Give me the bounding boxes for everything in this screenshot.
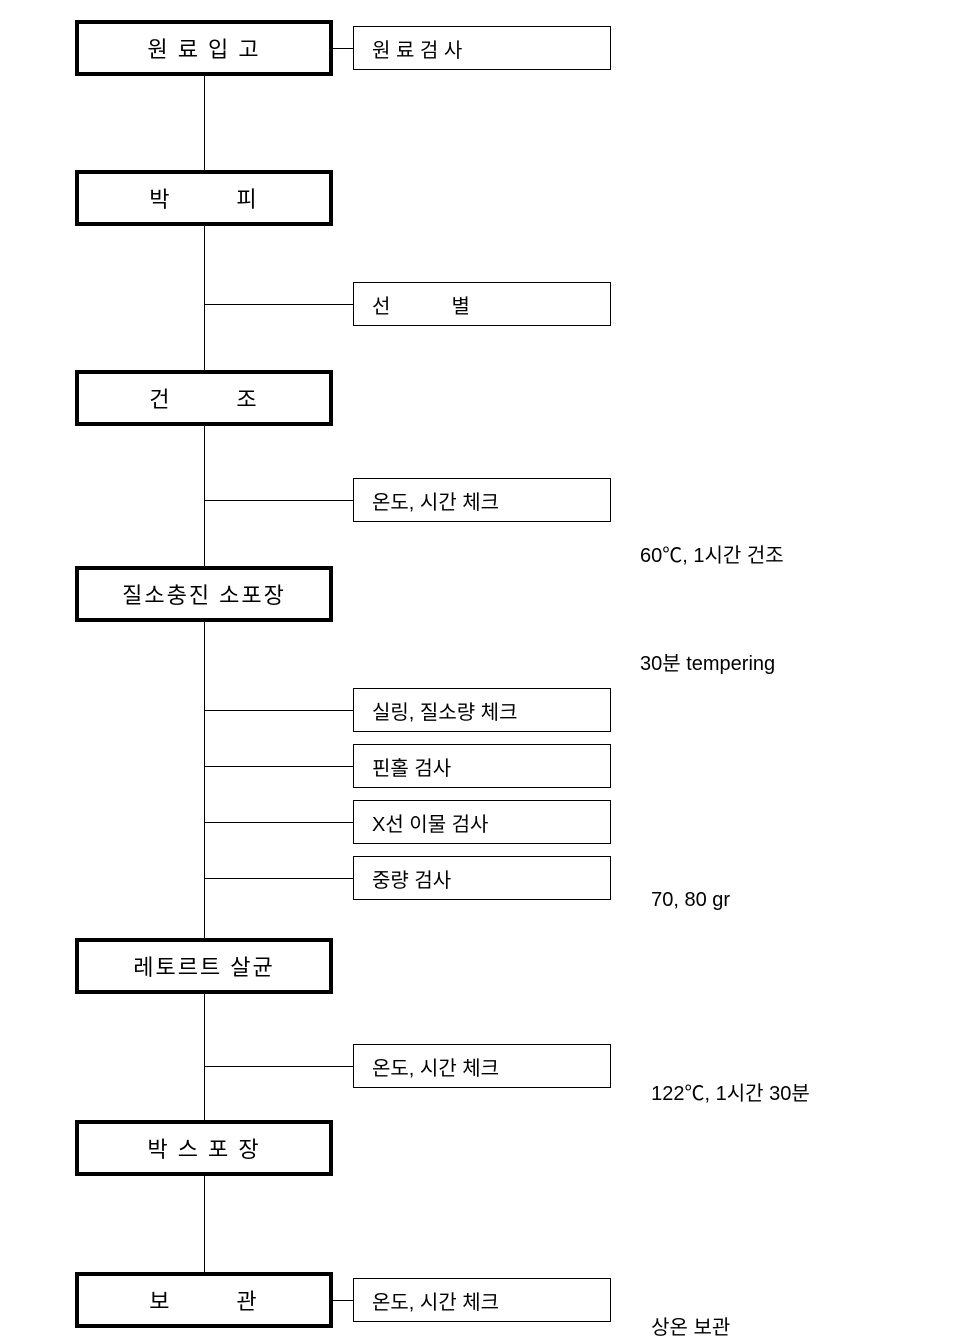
- note-2-line-1: 70, 80 gr: [651, 889, 730, 911]
- main-step-1: 원 료 입 고: [75, 20, 333, 76]
- note-3-line-1: 122℃, 1시간 30분: [651, 1083, 810, 1105]
- connector-4: [204, 710, 353, 711]
- main-step-3: 건 조: [75, 370, 333, 426]
- connector-7: [204, 878, 353, 879]
- connector-5: [204, 766, 353, 767]
- main-step-5: 레토르트 살균: [75, 938, 333, 994]
- side-step-9-label: 온도, 시간 체크: [372, 1286, 499, 1315]
- main-step-7: 보 관: [75, 1272, 333, 1328]
- side-step-2: 선 별: [353, 282, 611, 326]
- connector-8: [204, 1066, 353, 1067]
- side-step-8-label: 온도, 시간 체크: [372, 1052, 499, 1081]
- connector-1: [333, 48, 353, 49]
- main-step-1-label: 원 료 입 고: [147, 32, 260, 64]
- note-4: 상온 보관: [640, 1288, 730, 1340]
- main-step-4-label: 질소충진 소포장: [122, 578, 286, 610]
- main-step-5-label: 레토르트 살균: [133, 950, 275, 982]
- side-step-6: X선 이물 검사: [353, 800, 611, 844]
- side-step-7-label: 중량 검사: [372, 864, 451, 893]
- side-step-1-label: 원 료 검 사: [372, 34, 462, 63]
- side-step-7: 중량 검사: [353, 856, 611, 900]
- side-step-2-label: 선 별: [372, 290, 470, 319]
- note-1-line-1: 60℃, 1시간 건조: [640, 538, 784, 574]
- connector-9: [333, 1300, 353, 1301]
- main-step-3-label: 건 조: [149, 382, 258, 414]
- main-step-7-label: 보 관: [149, 1284, 258, 1316]
- side-step-3: 온도, 시간 체크: [353, 478, 611, 522]
- side-step-9: 온도, 시간 체크: [353, 1278, 611, 1322]
- note-1-line-2: 30분 tempering: [640, 646, 784, 682]
- side-step-6-label: X선 이물 검사: [372, 808, 488, 837]
- main-step-6-label: 박 스 포 장: [147, 1132, 260, 1164]
- main-step-6: 박 스 포 장: [75, 1120, 333, 1176]
- note-4-line-1: 상온 보관: [651, 1317, 730, 1339]
- note-3: 122℃, 1시간 30분: [640, 1054, 810, 1106]
- side-step-5-label: 핀홀 검사: [372, 752, 451, 781]
- connector-3: [204, 500, 353, 501]
- side-step-8: 온도, 시간 체크: [353, 1044, 611, 1088]
- main-vertical-connector: [204, 76, 205, 1272]
- side-step-3-label: 온도, 시간 체크: [372, 486, 499, 515]
- side-step-4-label: 실링, 질소량 체크: [372, 696, 517, 725]
- connector-2: [204, 304, 353, 305]
- side-step-5: 핀홀 검사: [353, 744, 611, 788]
- main-step-2-label: 박 피: [149, 182, 258, 214]
- side-step-1: 원 료 검 사: [353, 26, 611, 70]
- note-1: 60℃, 1시간 건조 30분 tempering: [640, 466, 784, 718]
- note-2: 70, 80 gr: [640, 866, 730, 912]
- side-step-4: 실링, 질소량 체크: [353, 688, 611, 732]
- connector-6: [204, 822, 353, 823]
- main-step-4: 질소충진 소포장: [75, 566, 333, 622]
- main-step-2: 박 피: [75, 170, 333, 226]
